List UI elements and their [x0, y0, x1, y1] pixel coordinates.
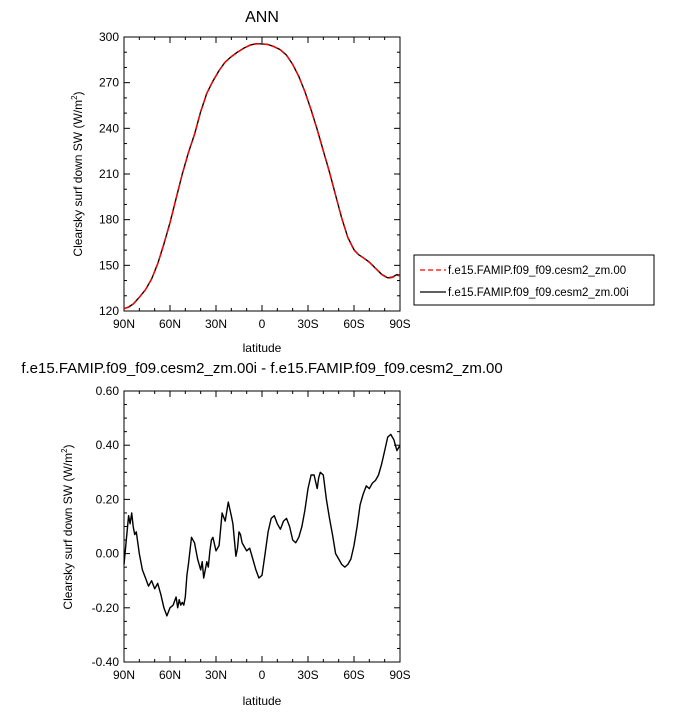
bottom-chart-title: f.e15.FAMIP.f09_f09.cesm2_zm.00i - f.e15… [21, 360, 502, 377]
legend: f.e15.FAMIP.f09_f09.cesm2_zm.00 f.e15.FA… [413, 254, 655, 306]
top-chart-title: ANN [245, 9, 279, 26]
y-tick-label: 150 [99, 258, 119, 272]
bottom-series-lines [123, 433, 401, 617]
x-tick-label: 30S [297, 317, 318, 331]
bottom-tick-marks [123, 390, 401, 663]
bottom-x-tick-labels: 90N 60N 30N 0 30S 60S 90S [113, 668, 411, 682]
x-tick-label: 90S [389, 317, 410, 331]
x-tick-label: 90N [113, 317, 135, 331]
bottom-panel: f.e15.FAMIP.f09_f09.cesm2_zm.00i - f.e15… [21, 360, 502, 708]
x-tick-label: 30S [297, 668, 318, 682]
top-series-lines [123, 43, 401, 310]
y-tick-label: -0.40 [92, 655, 120, 669]
top-tick-marks [123, 36, 401, 312]
y-tick-label: 0.20 [96, 492, 120, 506]
bottom-y-tick-labels: -0.40 -0.20 0.00 0.20 0.40 0.60 [92, 384, 120, 669]
bottom-x-axis-label: latitude [243, 694, 282, 708]
y-tick-label: 210 [99, 167, 119, 181]
top-plot-frame [123, 36, 401, 312]
y-tick-label: 300 [99, 30, 119, 44]
x-tick-label: 60S [343, 317, 364, 331]
legend-box [413, 254, 655, 306]
x-tick-label: 60S [343, 668, 364, 682]
legend-label-0: f.e15.FAMIP.f09_f09.cesm2_zm.00 [448, 265, 626, 277]
bottom-y-axis-label: Clearsky surf down SW (W/m2) [60, 444, 75, 609]
series-line-difference [123, 433, 401, 617]
legend-label-1: f.e15.FAMIP.f09_f09.cesm2_zm.00i [448, 287, 629, 299]
top-y-tick-labels: 120 150 180 210 240 270 300 [99, 30, 119, 318]
bottom-plot-frame [123, 390, 401, 663]
series-line-f-e15-famip-f09-f09-cesm2-zm-00 [123, 43, 401, 310]
y-tick-label: 240 [99, 121, 119, 135]
y-tick-label: 180 [99, 213, 119, 227]
x-tick-label: 30N [205, 317, 227, 331]
top-panel: ANN 90N 60N 30N 0 30S 60S 90S 120 150 180 210 240 2… [70, 9, 655, 355]
x-tick-label: 90N [113, 668, 135, 682]
y-tick-label: -0.20 [92, 601, 120, 615]
top-y-axis-label: Clearsky surf down SW (W/m2) [70, 91, 85, 256]
x-tick-label: 60N [159, 317, 181, 331]
series-line-f-e15-famip-f09-f09-cesm2-zm-00i [123, 43, 401, 310]
top-x-axis-label: latitude [243, 341, 282, 355]
x-tick-label: 60N [159, 668, 181, 682]
y-tick-label: 0.60 [96, 384, 120, 398]
top-x-tick-labels: 90N 60N 30N 0 30S 60S 90S [113, 317, 411, 331]
x-tick-label: 0 [259, 317, 266, 331]
x-tick-label: 30N [205, 668, 227, 682]
y-tick-label: 0.40 [96, 438, 120, 452]
y-tick-label: 270 [99, 76, 119, 90]
y-tick-label: 0.00 [96, 547, 120, 561]
x-tick-label: 0 [259, 668, 266, 682]
y-tick-label: 120 [99, 304, 119, 318]
x-tick-label: 90S [389, 668, 410, 682]
